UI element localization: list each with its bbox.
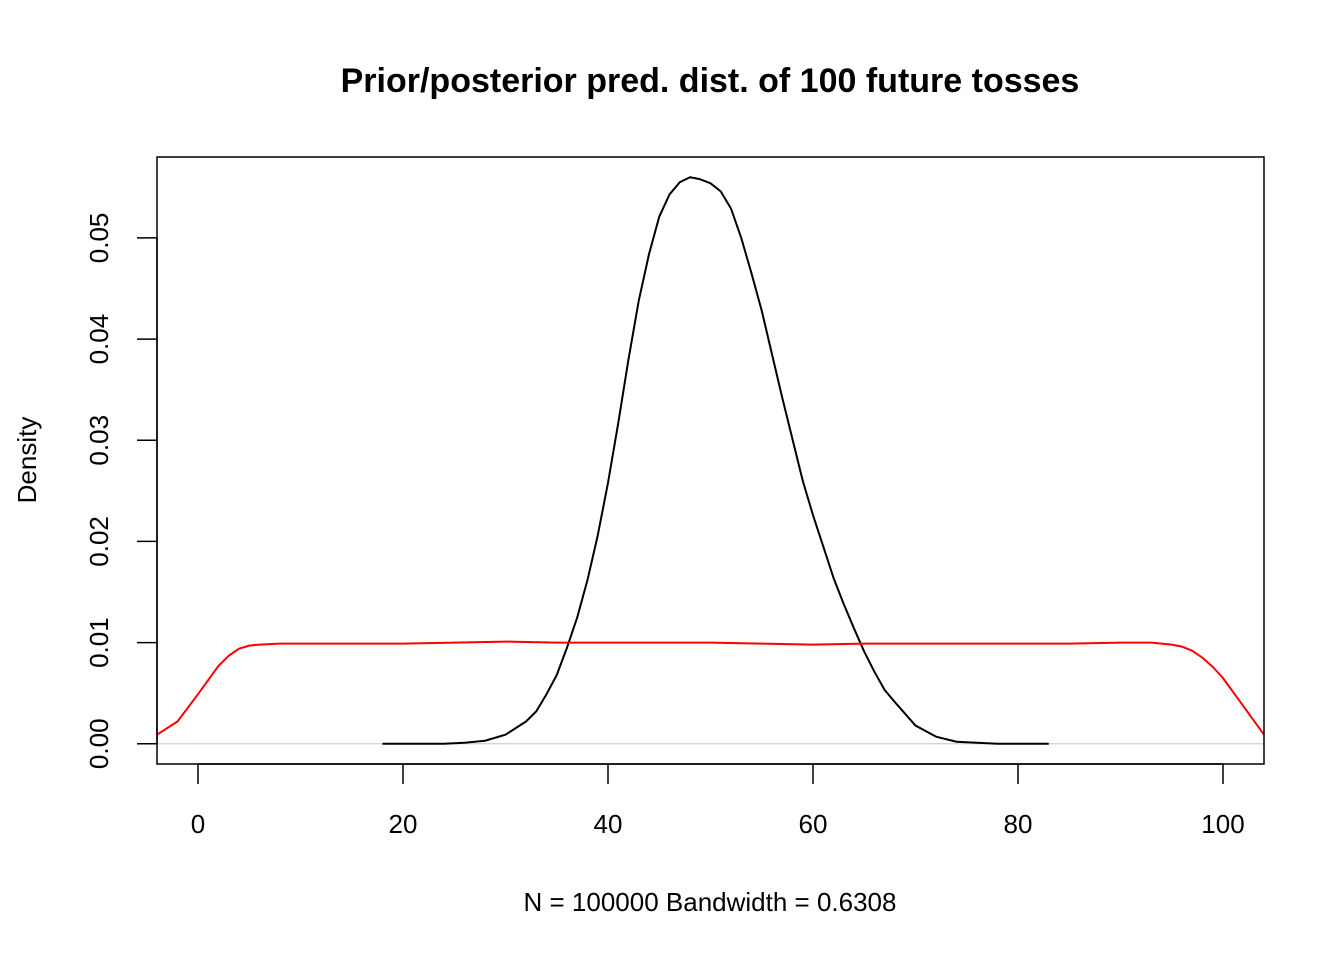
y-axis-label: Density [12, 417, 42, 504]
y-tick-label: 0.02 [84, 516, 114, 567]
x-axis-label: N = 100000 Bandwidth = 0.6308 [524, 887, 897, 917]
series-line-0 [382, 176, 1049, 745]
chart-title: Prior/posterior pred. dist. of 100 futur… [341, 62, 1080, 100]
series-layer [156, 176, 1265, 745]
y-tick-label: 0.04 [84, 314, 114, 365]
x-axis: 0 20 40 60 80 100 [191, 763, 1245, 839]
y-axis: 0.00 0.01 0.02 0.03 0.04 0.05 [84, 213, 158, 769]
y-tick-label: 0.03 [84, 415, 114, 466]
x-tick-label: 0 [191, 809, 205, 839]
y-tick-label: 0.01 [84, 617, 114, 668]
x-tick-label: 60 [799, 809, 828, 839]
x-tick-label: 20 [389, 809, 418, 839]
x-tick-label: 80 [1004, 809, 1033, 839]
series-line-1 [156, 640, 1265, 736]
plot-frame [156, 156, 1265, 765]
y-tick-label: 0.00 [84, 718, 114, 769]
x-tick-label: 40 [594, 809, 623, 839]
x-tick-label: 100 [1201, 809, 1244, 839]
y-tick-label: 0.05 [84, 213, 114, 264]
